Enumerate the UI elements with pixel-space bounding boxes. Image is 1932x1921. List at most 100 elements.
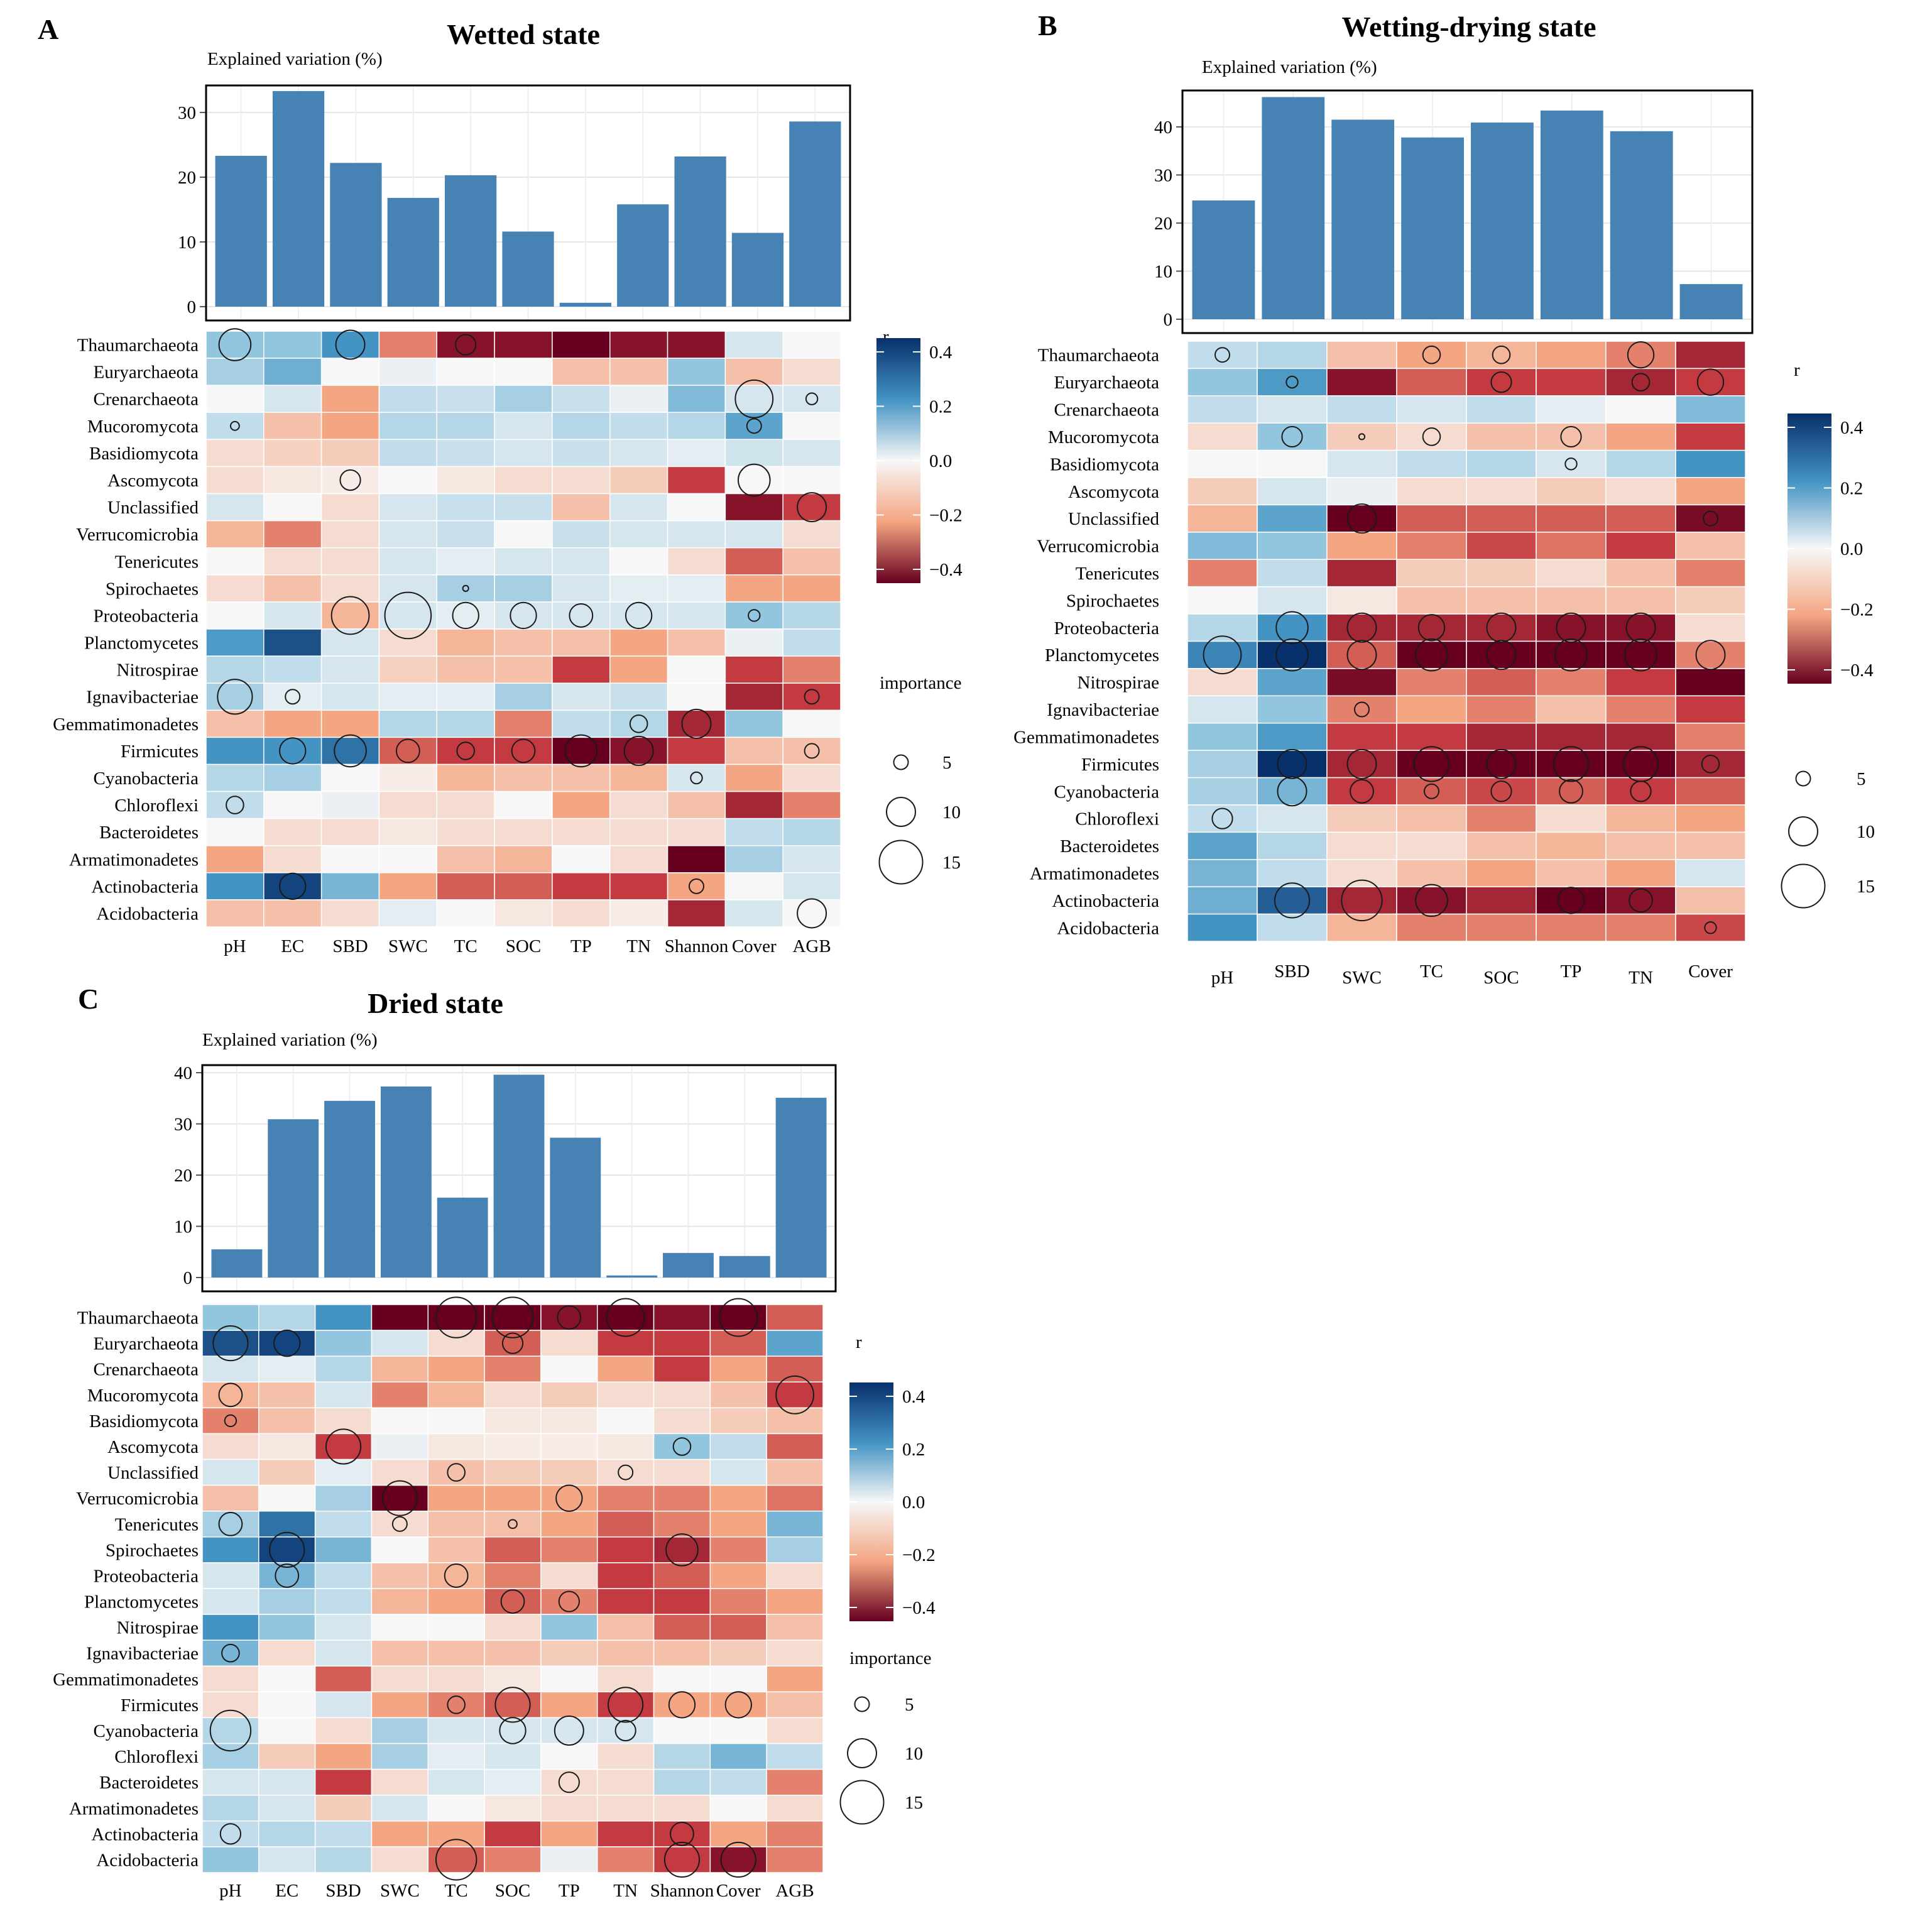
heatmap-cell: [378, 791, 438, 819]
importance-circle: [665, 1533, 699, 1567]
heatmap-cell: [484, 1743, 542, 1770]
heatmap-cell: [371, 1846, 429, 1873]
heatmap-cell: [596, 1614, 655, 1641]
importance-circle: [285, 689, 301, 705]
heatmap-cell: [596, 1820, 655, 1847]
heatmap-cell: [552, 709, 611, 738]
bar: [1401, 137, 1464, 319]
heatmap-cell: [1536, 586, 1607, 615]
heatmap-cell: [1675, 804, 1746, 833]
heatmap-cell: [258, 1330, 316, 1357]
row-label: Acidobacteria: [96, 904, 199, 924]
heatmap-cell: [1187, 668, 1258, 697]
heatmap-cell: [596, 1768, 655, 1796]
colorbar-tick-label: 0.0: [1840, 539, 1863, 559]
importance-circle: [339, 469, 361, 491]
heatmap-cell: [484, 1691, 542, 1719]
importance-circle: [719, 1298, 758, 1337]
importance-circle: [1704, 921, 1717, 934]
importance-circle: [724, 1691, 752, 1719]
heatmap-cell: [1536, 504, 1607, 533]
heatmap-cell: [1187, 777, 1258, 806]
heatmap-cell: [263, 385, 322, 413]
heatmap-cell: [766, 1381, 824, 1409]
heatmap-cell: [766, 1820, 824, 1847]
heatmap-cell: [653, 1484, 711, 1512]
heatmap-cell: [1396, 477, 1467, 506]
heatmap-cell: [724, 601, 783, 630]
bar-panel-border: [201, 1064, 837, 1293]
heatmap-cell: [1536, 750, 1607, 779]
heatmap-cell: [667, 628, 726, 657]
importance-circle: [1277, 776, 1307, 807]
colorbar-tick-label: −0.4: [929, 560, 963, 580]
heatmap-cell: [427, 1743, 485, 1770]
importance-circle: [1557, 887, 1585, 914]
heatmap-cell: [378, 574, 438, 603]
heatmap-cell: [320, 845, 380, 873]
heatmap-cell: [371, 1588, 429, 1615]
heatmap-cell: [258, 1743, 316, 1770]
row-label: Euryarchaeota: [1054, 373, 1160, 393]
row-label: Verrucomicrobia: [1037, 537, 1159, 557]
importance-circle: [614, 1719, 636, 1742]
row-label: Bacteroidetes: [99, 823, 199, 843]
importance-circle: [1275, 638, 1309, 672]
heatmap-cell: [320, 331, 380, 359]
heatmap-cell: [653, 1614, 711, 1641]
column-label: TN: [1629, 968, 1653, 988]
importance-circle: [1703, 510, 1718, 527]
heatmap-cell: [320, 574, 380, 603]
heatmap-cell: [1466, 613, 1537, 642]
colorbar-tick-label: 0.2: [902, 1440, 925, 1460]
heatmap-cell: [484, 1794, 542, 1822]
panel-c: C Dried state Explained variation (%) 0 10 20…: [53, 983, 936, 1901]
panel-a: A Wetted state Explained variation (%) 0 10 2…: [38, 13, 963, 956]
heatmap-cell: [724, 791, 783, 819]
heatmap-cell: [1675, 559, 1746, 588]
heatmap-cell: [205, 439, 265, 468]
heatmap-cell: [667, 709, 726, 738]
legend-importance-label: 15: [1857, 877, 1875, 897]
heatmap-cell: [1187, 504, 1258, 533]
heatmap-cell: [724, 736, 783, 765]
heatmap-cell: [205, 574, 265, 603]
heatmap-cell: [1187, 559, 1258, 588]
heatmap-cell: [1326, 422, 1397, 451]
heatmap-cell: [436, 358, 495, 386]
row-label: Cyanobacteria: [94, 769, 199, 789]
heatmap-cell: [484, 1614, 542, 1641]
row-label: Ascomycota: [107, 1437, 199, 1457]
bar-axis-label: Explained variation (%): [1202, 57, 1377, 77]
heatmap-cell: [1257, 750, 1328, 779]
heatmap-cell: [1605, 395, 1676, 424]
importance-circle: [1625, 612, 1656, 643]
row-label: Nitrospirae: [1078, 673, 1159, 693]
importance-circle: [690, 771, 703, 785]
heatmap-cell: [1257, 886, 1328, 915]
heatmap-cell: [263, 655, 322, 684]
heatmap-cell: [1536, 668, 1607, 697]
heatmap-cell: [494, 574, 553, 603]
heatmap-cell: [1466, 477, 1537, 506]
heatmap-cell: [320, 358, 380, 386]
heatmap-cell: [1605, 886, 1676, 915]
heatmap-cell: [552, 439, 611, 468]
importance-circle: [269, 1531, 305, 1568]
heatmap-cell: [1466, 831, 1537, 860]
bar-ytick-label: 10: [178, 233, 196, 253]
bar: [268, 1119, 319, 1278]
heatmap-cell: [436, 709, 495, 738]
heatmap-cell: [709, 1639, 767, 1667]
heatmap-cell: [1396, 859, 1467, 887]
heatmap-cell: [494, 358, 553, 386]
importance-circle: [1350, 779, 1374, 804]
column-label: AGB: [792, 936, 831, 956]
heatmap-cell: [202, 1536, 259, 1563]
heatmap-cell: [653, 1562, 711, 1589]
heatmap-cell: [653, 1510, 711, 1538]
heatmap-cell: [427, 1665, 485, 1693]
importance-circle: [209, 1709, 252, 1752]
heatmap-cell: [202, 1484, 259, 1512]
heatmap-cell: [782, 899, 841, 928]
